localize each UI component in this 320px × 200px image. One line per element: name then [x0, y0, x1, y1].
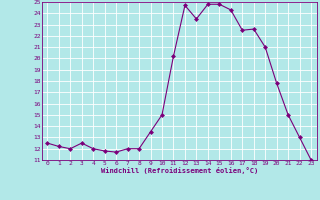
X-axis label: Windchill (Refroidissement éolien,°C): Windchill (Refroidissement éolien,°C) — [100, 167, 258, 174]
